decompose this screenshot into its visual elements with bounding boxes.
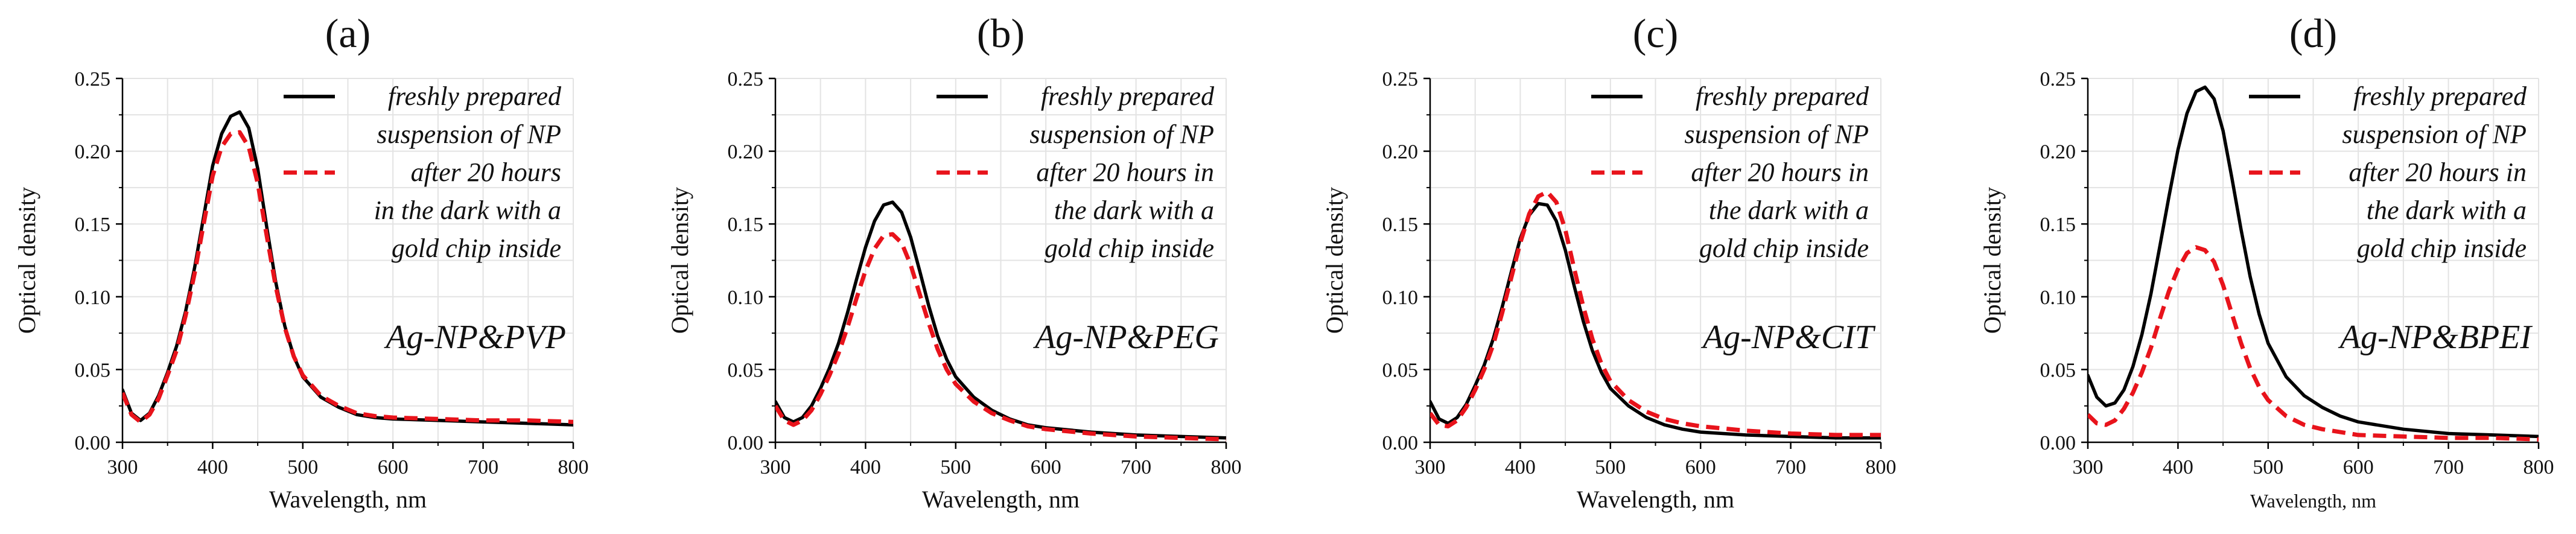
x-tick-label: 700 [1121, 456, 1151, 478]
legend-fresh-text: suspension of NP [377, 119, 561, 149]
sample-annotation: Ag-NP&BPEI [2338, 319, 2533, 356]
sample-annotation: Ag-NP&CIT [1700, 319, 1876, 356]
x-tick-label: 600 [2343, 456, 2374, 478]
y-tick-label: 0.20 [2040, 141, 2076, 164]
y-tick-label: 0.00 [75, 432, 111, 454]
x-tick-label: 400 [850, 456, 881, 478]
y-tick-label: 0.10 [728, 287, 764, 309]
legend-fresh-text: freshly prepared [1696, 81, 1869, 111]
y-tick-label: 0.20 [1382, 141, 1419, 164]
legend-after-text: after 20 hours [411, 157, 561, 187]
legend-after-text: in the dark with a [374, 195, 561, 225]
x-axis-label: Wavelength, nm [2250, 490, 2376, 512]
y-tick-label: 0.05 [75, 359, 111, 381]
legend-fresh-text: suspension of NP [1684, 119, 1869, 149]
x-tick-label: 500 [287, 456, 318, 478]
y-tick-label: 0.25 [1382, 68, 1419, 91]
x-tick-label: 800 [1866, 456, 1897, 478]
x-tick-label: 600 [378, 456, 409, 478]
y-tick-label: 0.05 [1382, 359, 1419, 381]
y-tick-label: 0.05 [728, 359, 764, 381]
legend-fresh-text: freshly prepared [1041, 81, 1215, 111]
legend-after-text: after 20 hours in [2349, 157, 2527, 187]
y-tick-label: 0.15 [75, 214, 111, 236]
legend-fresh-text: suspension of NP [2342, 119, 2527, 149]
y-tick-label: 0.20 [75, 141, 111, 164]
y-axis-label: Optical density [1321, 187, 1348, 334]
grid [2087, 78, 2539, 443]
y-tick-label: 0.25 [75, 68, 111, 91]
y-axis-label: Optical density [1979, 187, 2006, 334]
x-tick-label: 300 [1415, 456, 1446, 478]
legend-fresh-text: suspension of NP [1029, 119, 1214, 149]
series-after-20h-line [1430, 189, 1881, 437]
y-tick-label: 0.15 [1382, 214, 1419, 236]
y-tick-label: 0.05 [2040, 359, 2076, 381]
x-tick-label: 700 [468, 456, 498, 478]
y-tick-label: 0.10 [1382, 287, 1419, 309]
legend-after-text: gold chip inside [392, 234, 561, 263]
y-tick-label: 0.20 [728, 141, 764, 164]
x-tick-label: 600 [1031, 456, 1061, 478]
y-tick-label: 0.15 [728, 214, 764, 236]
legend-after-text: the dark with a [1709, 195, 1869, 225]
legend-after-text: the dark with a [2367, 195, 2527, 225]
y-tick-label: 0.00 [728, 432, 764, 454]
panel-label: (b) [977, 10, 1025, 56]
y-tick-label: 0.25 [728, 68, 764, 91]
legend-after-text: after 20 hours in [1036, 157, 1214, 187]
series-after-20h-line [2088, 245, 2539, 442]
x-axis-label: Wavelength, nm [269, 486, 427, 513]
legend-after-text: gold chip inside [1699, 234, 1869, 263]
series-after-20h-line [775, 232, 1226, 442]
x-tick-label: 400 [197, 456, 228, 478]
legend-after-text: after 20 hours in [1691, 157, 1869, 187]
y-tick-label: 0.00 [1382, 432, 1419, 454]
series-fresh-line [2088, 85, 2539, 439]
x-tick-label: 800 [558, 456, 589, 478]
x-tick-label: 400 [1505, 456, 1536, 478]
y-tick-label: 0.00 [2040, 432, 2076, 454]
panel-label: (d) [2289, 10, 2337, 56]
chart-panel-d: (d) 300 400 500 600 700 800 0.00 0.05 0.10 0.15 0.2… [1979, 10, 2554, 512]
legend-fresh-text: freshly prepared [2353, 81, 2527, 111]
legend-after-text: gold chip inside [1045, 234, 1214, 263]
x-axis-label: Wavelength, nm [922, 486, 1080, 513]
panel-label: (a) [325, 10, 370, 56]
y-axis-label: Optical density [13, 187, 40, 334]
y-tick-label: 0.10 [2040, 287, 2076, 309]
x-tick-label: 400 [2163, 456, 2193, 478]
x-tick-label: 800 [2524, 456, 2554, 478]
y-tick-label: 0.15 [2040, 214, 2076, 236]
legend-after-text: gold chip inside [2357, 234, 2527, 263]
x-tick-label: 700 [1775, 456, 1806, 478]
y-axis-label: Optical density [666, 187, 693, 334]
x-tick-label: 800 [1211, 456, 1242, 478]
x-tick-label: 700 [2433, 456, 2464, 478]
legend-fresh-text: freshly prepared [388, 81, 562, 111]
sample-annotation: Ag-NP&PEG [1032, 319, 1219, 356]
x-tick-label: 500 [2253, 456, 2283, 478]
sample-annotation: Ag-NP&PVP [383, 319, 566, 356]
legend-after-text: the dark with a [1054, 195, 1214, 225]
chart-panel-c: (c) 300 400 500 600 700 800 0.00 0.05 0.10 0.15 0.2… [1321, 10, 1897, 513]
x-tick-label: 300 [760, 456, 791, 478]
chart-panel-b: (b) 300 400 500 600 700 800 0.00 0.05 0.10 0.15 0.2… [666, 10, 1242, 513]
y-tick-label: 0.25 [2040, 68, 2076, 91]
panel-label: (c) [1633, 10, 1678, 56]
x-axis-label: Wavelength, nm [1577, 486, 1734, 513]
series-after-20h-line [122, 130, 573, 424]
x-tick-label: 300 [107, 456, 138, 478]
y-tick-label: 0.10 [75, 287, 111, 309]
x-tick-label: 300 [2073, 456, 2104, 478]
x-tick-label: 500 [1595, 456, 1626, 478]
x-tick-label: 600 [1685, 456, 1716, 478]
chart-panel-a: (a) 300 400 500 600 700 800 0.00 0.05 0.10 0.15 0.2… [13, 10, 589, 513]
x-tick-label: 500 [940, 456, 971, 478]
